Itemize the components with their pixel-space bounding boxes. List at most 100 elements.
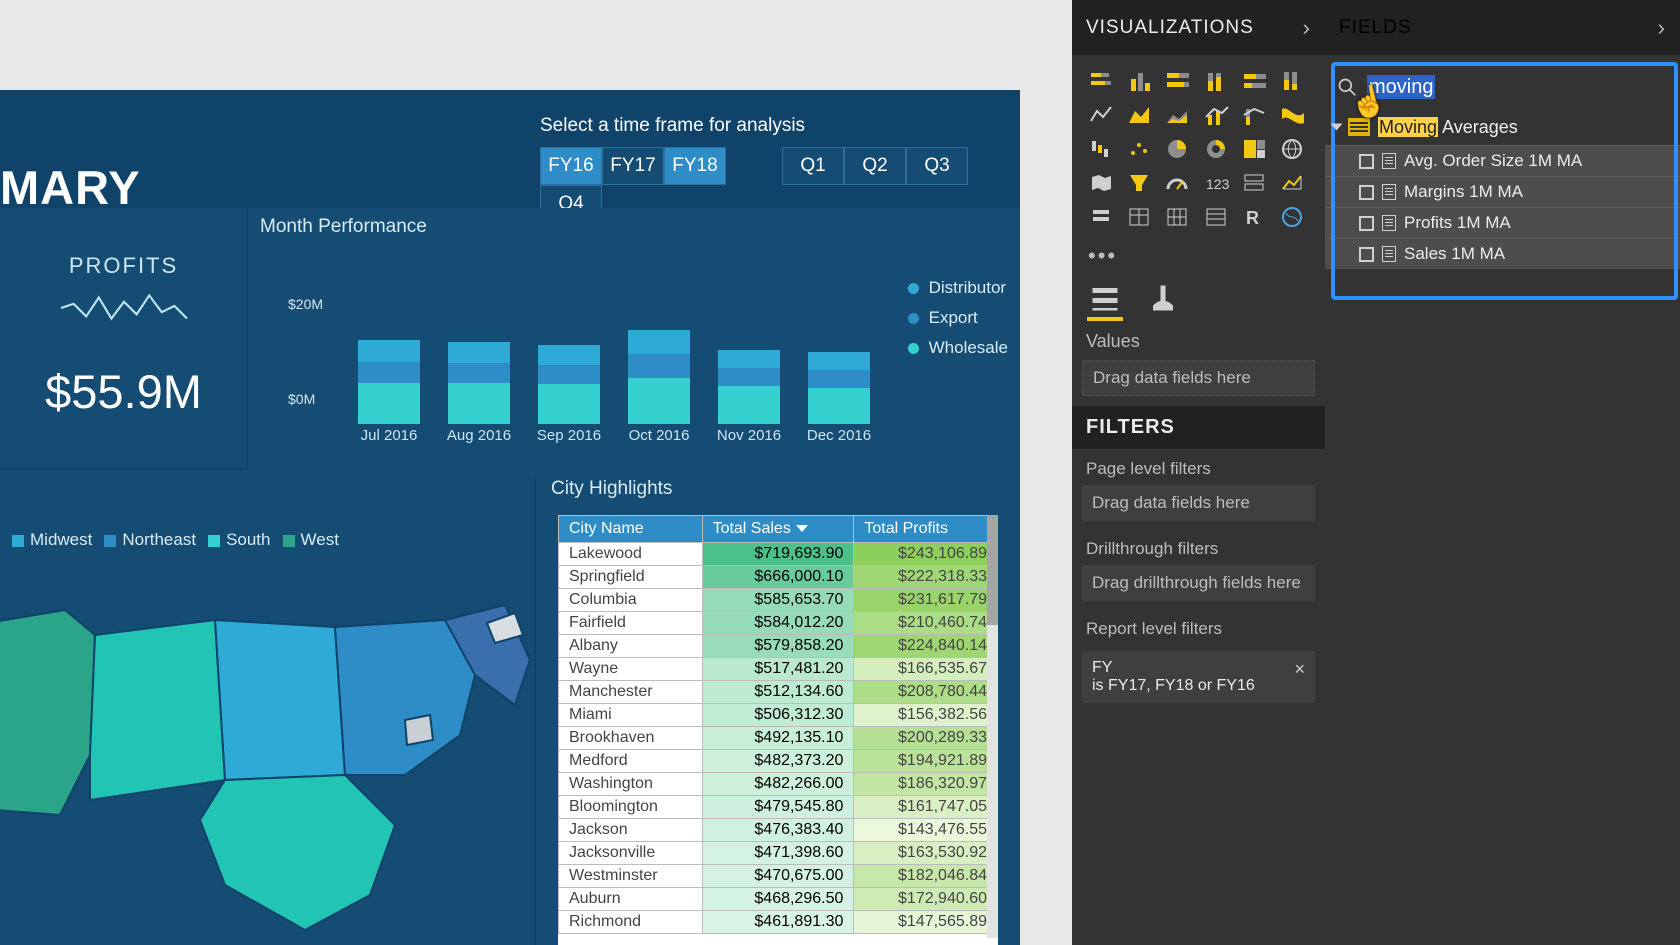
funnel-icon[interactable] (1122, 168, 1156, 198)
report-filter-fy[interactable]: × FY is FY17, FY18 or FY16 (1082, 651, 1315, 703)
pie-chart-icon[interactable] (1160, 134, 1194, 164)
q-button-q1[interactable]: Q1 (782, 147, 844, 185)
city-scrollbar[interactable] (987, 515, 998, 938)
stacked-column-icon[interactable] (1199, 66, 1233, 96)
bar-nov-2016[interactable] (718, 350, 780, 424)
line-chart-icon[interactable] (1084, 100, 1118, 130)
bar-dec-2016[interactable] (808, 352, 870, 424)
100-stacked-column-icon[interactable] (1275, 66, 1309, 96)
measure-icon (1382, 184, 1396, 200)
gauge-icon[interactable] (1160, 168, 1194, 198)
table-row[interactable]: Columbia$585,653.70$231,617.79 (559, 589, 998, 612)
map-globe-icon[interactable] (1275, 134, 1309, 164)
table-row[interactable]: Jackson$476,383.40$143,476.55 (559, 819, 998, 842)
table-row[interactable]: Bloomington$479,545.80$161,747.05 (559, 796, 998, 819)
table-row[interactable]: Albany$579,858.20$224,840.14 (559, 635, 998, 658)
month-performance-legend: Distributor Export Wholesale (908, 278, 1008, 368)
multirow-card-icon[interactable] (1237, 168, 1271, 198)
table-row[interactable]: Medford$482,373.20$194,921.89 (559, 750, 998, 773)
table-row[interactable]: Springfield$666,000.10$222,318.33 (559, 566, 998, 589)
table-row[interactable]: Fairfield$584,012.20$210,460.74 (559, 612, 998, 635)
q-button-q3[interactable]: Q3 (906, 147, 968, 185)
map-card[interactable]: MidwestNortheastSouthWest (0, 470, 534, 945)
table-row[interactable]: Manchester$512,134.60$208,780.44 (559, 681, 998, 704)
table-header[interactable]: Total Sales (702, 516, 854, 543)
table-row[interactable]: Lakewood$719,693.90$243,106.89 (559, 543, 998, 566)
stacked-area-icon[interactable] (1160, 100, 1194, 130)
city-highlights-card[interactable]: City Highlights City NameTotal SalesTota… (536, 470, 1020, 945)
map-legend-item[interactable]: Northeast (92, 530, 196, 549)
chevron-right-icon[interactable]: › (1658, 15, 1666, 41)
combo-stacked-icon[interactable] (1237, 100, 1271, 130)
combo-chart-icon[interactable] (1199, 100, 1233, 130)
bar-oct-2016[interactable] (628, 330, 690, 424)
city-table[interactable]: City NameTotal SalesTotal ProfitsLakewoo… (558, 515, 998, 934)
timeframe-label: Select a time frame for analysis (540, 115, 1020, 137)
table-row[interactable]: Brookhaven$492,135.10$200,289.33 (559, 727, 998, 750)
fy-button-fy17[interactable]: FY17 (602, 147, 664, 185)
kpi-card-profits[interactable]: PROFITS $55.9M (0, 208, 247, 468)
r-visual-icon[interactable]: R (1237, 202, 1271, 232)
kpi-icon[interactable] (1275, 168, 1309, 198)
slicer-icon[interactable] (1084, 202, 1118, 232)
expand-icon[interactable] (1331, 124, 1343, 131)
page-filters-header: Page level filters (1072, 449, 1325, 485)
matrix-icon[interactable] (1160, 202, 1194, 232)
q-button-q2[interactable]: Q2 (844, 147, 906, 185)
table-row[interactable]: Auburn$468,296.50$172,940.60 (559, 888, 998, 911)
bar-jul-2016[interactable] (358, 340, 420, 424)
legend-item[interactable]: Wholesale (908, 338, 1008, 358)
table-row[interactable]: Wayne$517,481.20$166,535.67 (559, 658, 998, 681)
visualizations-more-icon[interactable]: ••• (1072, 243, 1325, 269)
bar-aug-2016[interactable] (448, 342, 510, 424)
month-performance-card[interactable]: Month Performance $20M $0M Jul 2016Aug 2… (248, 208, 1020, 478)
page-filters-dropwell[interactable]: Drag data fields here (1082, 485, 1315, 521)
scrollbar-thumb[interactable] (987, 515, 998, 625)
table-row[interactable]: Washington$482,266.00$186,320.97 (559, 773, 998, 796)
100-stacked-bar-icon[interactable] (1237, 66, 1271, 96)
visualizations-header[interactable]: VISUALIZATIONS › (1072, 0, 1325, 55)
table-row[interactable]: Westminster$470,675.00$182,046.84 (559, 865, 998, 888)
fy-button-fy16[interactable]: FY16 (540, 147, 602, 185)
table-row[interactable]: Richmond$461,891.30$147,565.89 (559, 911, 998, 934)
filled-map-icon[interactable] (1084, 168, 1118, 198)
close-icon[interactable]: × (1294, 659, 1305, 680)
table-header[interactable]: City Name (559, 516, 703, 543)
map-legend: MidwestNortheastSouthWest (0, 530, 339, 550)
waterfall-icon[interactable] (1084, 134, 1118, 164)
y-tick: $0M (288, 391, 315, 407)
clustered-column-icon[interactable] (1122, 66, 1156, 96)
table-header[interactable]: Total Profits (854, 516, 998, 543)
scatter-chart-icon[interactable] (1122, 134, 1156, 164)
values-header: Values (1072, 323, 1325, 360)
map-legend-item[interactable]: South (196, 530, 270, 549)
chevron-right-icon[interactable]: › (1303, 15, 1311, 41)
donut-chart-icon[interactable] (1199, 134, 1233, 164)
arcgis-map-icon[interactable] (1275, 202, 1309, 232)
fields-header[interactable]: FIELDS › (1325, 0, 1680, 55)
area-chart-icon[interactable] (1122, 100, 1156, 130)
ribbon-chart-icon[interactable] (1275, 100, 1309, 130)
map-legend-item[interactable]: Midwest (0, 530, 92, 549)
table-visual-icon[interactable] (1199, 202, 1233, 232)
drillthrough-dropwell[interactable]: Drag drillthrough fields here (1082, 565, 1315, 601)
city-table-wrap: City NameTotal SalesTotal ProfitsLakewoo… (558, 515, 998, 945)
table-row[interactable]: Jacksonville$471,398.60$163,530.92 (559, 842, 998, 865)
legend-item[interactable]: Export (908, 308, 1008, 328)
map-legend-item[interactable]: West (271, 530, 339, 549)
treemap-icon[interactable] (1237, 134, 1271, 164)
legend-item[interactable]: Distributor (908, 278, 1008, 298)
x-tick: Aug 2016 (443, 427, 515, 444)
report-filters-header: Report level filters (1072, 609, 1325, 645)
card-icon[interactable]: 123 (1199, 168, 1233, 198)
table-row[interactable]: Miami$506,312.30$156,382.56 (559, 704, 998, 727)
fields-tab-icon[interactable] (1090, 283, 1120, 313)
format-tab-icon[interactable] (1148, 283, 1178, 313)
stacked-bar-horizontal-icon[interactable] (1084, 66, 1118, 96)
table-icon[interactable] (1122, 202, 1156, 232)
fy-button-fy18[interactable]: FY18 (664, 147, 726, 185)
stacked-bar-icon[interactable] (1160, 66, 1194, 96)
bar-sep-2016[interactable] (538, 345, 600, 424)
svg-text:R: R (1246, 208, 1259, 228)
values-dropwell[interactable]: Drag data fields here (1082, 360, 1315, 396)
